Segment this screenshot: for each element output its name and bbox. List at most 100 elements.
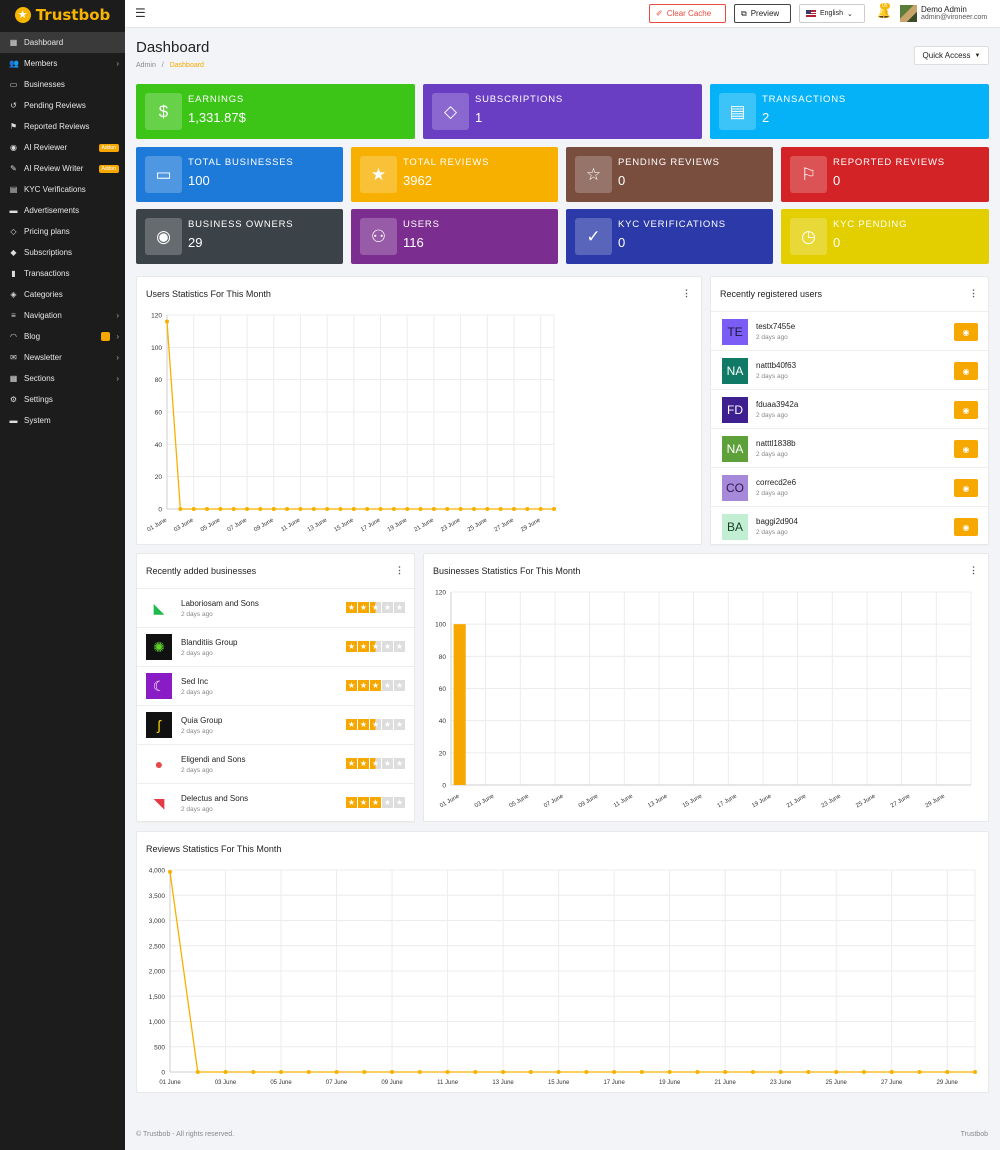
more-options-icon[interactable]: ⋮ [395, 565, 404, 575]
view-user-button[interactable]: ◉ [954, 401, 978, 419]
quick-access-button[interactable]: Quick Access ▼ [914, 46, 989, 65]
stat-label: KYC VERIFICATIONS [618, 219, 726, 230]
more-options-icon[interactable]: ⋮ [969, 288, 978, 298]
brand-name: Trustbob [35, 5, 111, 24]
sidebar-item-pricing-plans[interactable]: ◇ Pricing plans [0, 221, 125, 242]
sidebar-item-kyc-verifications[interactable]: ▤ KYC Verifications [0, 179, 125, 200]
stat-label: USERS [403, 219, 440, 230]
x-tick-label: 17 June [360, 517, 382, 533]
sidebar-item-members[interactable]: 👥 Members › [0, 53, 125, 74]
clear-cache-button[interactable]: ✐ Clear Cache [649, 4, 726, 23]
star-icon: ★ [394, 797, 405, 808]
x-tick-label: 13 June [647, 793, 669, 809]
preview-button[interactable]: ⧉ Preview [734, 4, 791, 23]
business-name[interactable]: Sed Inc [181, 677, 209, 686]
stat-card-transactions[interactable]: ▤ TRANSACTIONS 2 [710, 84, 989, 139]
footer-brand[interactable]: Trustbob [960, 1131, 988, 1138]
series-line [166, 321, 554, 510]
stat-label: SUBSCRIPTIONS [475, 94, 563, 105]
brand-logo[interactable]: ★ Trustbob [0, 0, 125, 29]
envelope-icon: ✉ [10, 353, 17, 362]
y-tick-label: 1,000 [149, 1019, 166, 1026]
star-icon: ★ [358, 680, 369, 691]
sidebar-item-navigation[interactable]: ≡ Navigation › [0, 305, 125, 326]
stat-card-kyc-verifications[interactable]: ✓ KYC VERIFICATIONS 0 [566, 209, 773, 264]
clear-cache-label: Clear Cache [666, 9, 712, 18]
stat-value: 3962 [403, 173, 432, 188]
star-icon: ★ [394, 719, 405, 730]
user-name[interactable]: natttl1838b [756, 439, 796, 448]
view-user-button[interactable]: ◉ [954, 479, 978, 497]
bell-icon[interactable]: 🔔 [877, 7, 891, 19]
sidebar-item-settings[interactable]: ⚙ Settings [0, 389, 125, 410]
stat-value: 0 [618, 173, 626, 188]
sidebar-item-ai-review-writer[interactable]: ✎ AI Review Writer Addon [0, 158, 125, 179]
series-line [169, 871, 975, 1073]
x-tick-label: 11 June [613, 793, 635, 809]
bars-icon: ≡ [11, 311, 16, 320]
stat-card-total-businesses[interactable]: ▭ TOTAL BUSINESSES 100 [136, 147, 343, 202]
sidebar-item-pending-reviews[interactable]: ↺ Pending Reviews [0, 95, 125, 116]
sidebar-item-subscriptions[interactable]: ◆ Subscriptions [0, 242, 125, 263]
breadcrumb-root[interactable]: Admin [136, 62, 156, 69]
stat-card-subscriptions[interactable]: ◇ SUBSCRIPTIONS 1 [423, 84, 702, 139]
stat-card-reported-reviews[interactable]: ⚐ REPORTED REVIEWS 0 [781, 147, 989, 202]
stat-card-earnings[interactable]: $ EARNINGS 1,331.87$ [136, 84, 415, 139]
stat-card-kyc-pending[interactable]: ◷ KYC PENDING 0 [781, 209, 989, 264]
star-icon: ★ [370, 641, 381, 652]
business-name[interactable]: Laboriosam and Sons [181, 599, 259, 608]
more-options-icon[interactable]: ⋮ [969, 565, 978, 575]
business-time: 2 days ago [181, 689, 213, 696]
view-user-button[interactable]: ◉ [954, 440, 978, 458]
sidebar-item-newsletter[interactable]: ✉ Newsletter › [0, 347, 125, 368]
stat-card-total-reviews[interactable]: ★ TOTAL REVIEWS 3962 [351, 147, 558, 202]
sidebar-item-categories[interactable]: ◈ Categories [0, 284, 125, 305]
sidebar-item-transactions[interactable]: ▮ Transactions [0, 263, 125, 284]
eye-icon: ◉ [962, 522, 970, 532]
view-user-button[interactable]: ◉ [954, 362, 978, 380]
stat-value: 1 [475, 110, 483, 125]
sidebar-item-blog[interactable]: ◠ Blog › [0, 326, 125, 347]
menu-toggle-icon[interactable]: ☰ [135, 6, 146, 20]
stat-card-pending-reviews[interactable]: ☆ PENDING REVIEWS 0 [566, 147, 773, 202]
y-tick-label: 3,500 [149, 893, 166, 900]
user-name[interactable]: natttb40f63 [756, 361, 797, 370]
list-item: FD fduaa3942a 2 days ago ◉ [711, 390, 988, 429]
sidebar-item-businesses[interactable]: ▭ Businesses [0, 74, 125, 95]
view-user-button[interactable]: ◉ [954, 323, 978, 341]
x-tick-label: 05 June [200, 517, 222, 533]
user-name[interactable]: correcd2e6 [756, 478, 797, 487]
sidebar-nav: ▦ Dashboard 👥 Members › ▭ Businesses ↺ Pending R… [0, 32, 125, 431]
language-select[interactable]: English ⌄ [799, 4, 865, 23]
y-tick-label: 80 [155, 377, 163, 384]
sidebar-item-dashboard[interactable]: ▦ Dashboard [0, 32, 125, 53]
recent-businesses-panel: Recently added businesses ⋮ ◣ Laboriosam … [136, 553, 415, 823]
stat-label: TOTAL REVIEWS [403, 157, 490, 168]
view-user-button[interactable]: ◉ [954, 518, 978, 536]
sidebar-item-reported-reviews[interactable]: ⚑ Reported Reviews [0, 116, 125, 137]
star-icon: ★ [370, 680, 381, 691]
x-tick-label: 03 June [215, 1080, 237, 1086]
sidebar-item-advertisements[interactable]: ▬ Advertisements [0, 200, 125, 221]
business-name[interactable]: Delectus and Sons [181, 794, 249, 803]
star-rating: ★ ★ ★ ★ ★ [346, 758, 405, 769]
sidebar-item-system[interactable]: ▬ System [0, 410, 125, 431]
business-name[interactable]: Eligendi and Sons [181, 755, 246, 764]
stat-card-business-owners[interactable]: ◉ BUSINESS OWNERS 29 [136, 209, 343, 264]
stat-card-users[interactable]: ⚇ USERS 116 [351, 209, 558, 264]
y-tick-label: 2,500 [149, 943, 166, 950]
user-name[interactable]: fduaa3942a [756, 400, 799, 409]
data-point [325, 507, 330, 511]
user-name[interactable]: testx7455e [756, 322, 796, 331]
receipt-icon: ▤ [719, 93, 756, 130]
business-name[interactable]: Blanditiis Group [181, 638, 238, 647]
user-name[interactable]: Demo Admin [921, 5, 967, 14]
sidebar-item-sections[interactable]: ▦ Sections › [0, 368, 125, 389]
sidebar-item-ai-reviewer[interactable]: ◉ AI Reviewer Addon [0, 137, 125, 158]
user-avatar[interactable] [900, 5, 917, 22]
more-options-icon[interactable]: ⋮ [682, 288, 691, 298]
user-email: admin@vironeer.com [921, 14, 988, 21]
business-name[interactable]: Quia Group [181, 716, 223, 725]
sidebar-item-label: Sections [24, 374, 55, 383]
user-name[interactable]: baggi2d904 [756, 517, 798, 526]
